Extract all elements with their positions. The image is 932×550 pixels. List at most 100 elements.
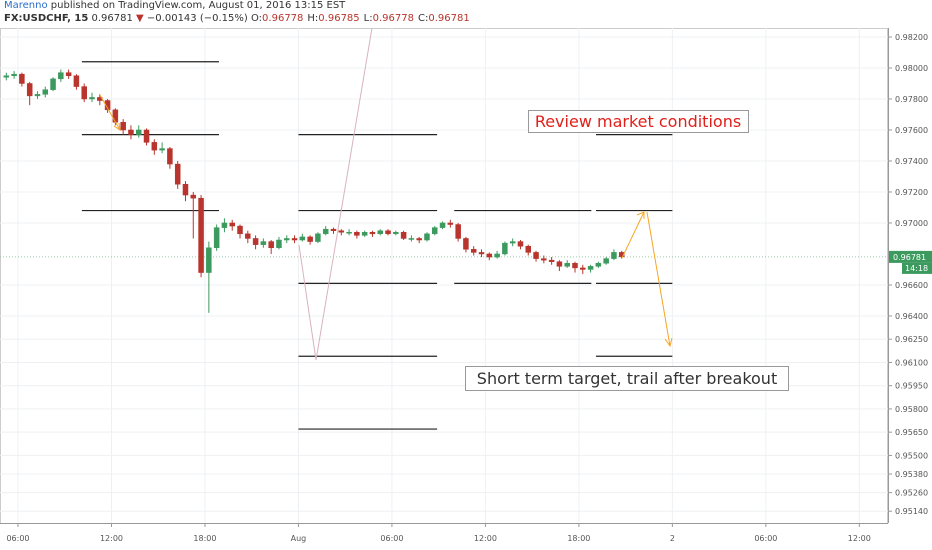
y-tick-label: 0.96100 [895,358,928,367]
annotation: Review market conditions [535,112,741,131]
candle-body [291,238,298,241]
field-label: O: [250,13,263,24]
drawing-line [298,244,317,361]
candle-body [120,121,126,131]
candle-body [564,263,570,267]
y-tick-label: 0.96250 [895,335,928,344]
candle-body [42,89,49,95]
candle-body [151,142,158,151]
candle-body [439,222,446,228]
candle-body [611,252,617,259]
annotation-box [528,110,749,133]
last-price-label: 0.96781 [893,253,926,262]
candle-body [322,228,329,235]
countdown: 14:18 [905,264,928,273]
candle-body [3,75,10,78]
candle-body [65,72,72,76]
candle-body [455,224,461,239]
x-tick-label: 06:00 [380,534,403,543]
candle-body [260,241,267,245]
field-label: H: [307,13,319,24]
candle-body [112,109,119,123]
x-tick-label: 06:00 [754,534,777,543]
y-tick-label: 0.97800 [895,95,928,104]
candle-body [338,230,345,233]
candle-body [299,236,306,241]
candle-body [330,228,337,231]
candle-body [587,266,594,270]
candle-body [385,230,391,235]
x-tick-label: 18:00 [567,534,590,543]
candle-body [432,227,438,235]
candle-body [315,233,321,242]
candle-body [470,249,477,253]
drawing-arrows [99,94,673,348]
candle-body [478,252,485,255]
y-tick-label: 0.95500 [895,451,928,460]
candle-body [572,263,578,269]
candle-body [377,230,383,235]
x-tick-label: 12:00 [848,534,871,543]
y-tick-label: 0.97000 [895,219,928,228]
candle-body [276,239,282,249]
y-tick-label: 0.95260 [895,489,928,498]
x-tick-label: 12:00 [474,534,497,543]
countdown-box [902,262,932,274]
candle-body [182,183,189,196]
candle-body [213,227,220,249]
last-price-box [889,250,932,263]
candle-body [494,253,500,258]
y-tick-label: 0.95800 [895,405,928,414]
candle-body [237,225,243,235]
candle-body [541,258,547,261]
candle-body [128,129,134,135]
x-tick-label: 12:00 [100,534,123,543]
candle-body [447,222,454,225]
candle-body [618,252,625,258]
y-tick-label: 0.98000 [895,64,928,73]
candle-body [104,100,111,111]
plot-frame [0,28,888,524]
candle-body [159,148,165,151]
arrow [99,94,121,132]
candle-body [26,83,33,97]
y-tick-label: 0.95950 [895,382,928,391]
candle-body [408,238,415,240]
candle-body [307,236,313,242]
header: Marenno published on TradingView.com, Au… [4,0,345,11]
candle-body [229,222,235,227]
candle-body [463,238,469,250]
candle-body [245,233,251,239]
candle-body [135,129,142,135]
candle-body [19,73,25,84]
candle-body [198,197,204,273]
candle-body [58,72,64,80]
candle-body [502,242,508,255]
arrow: ▼ [136,13,144,24]
y-tick-label: 0.95140 [895,507,928,516]
candle-body [354,232,360,236]
field-label: C: [417,13,429,24]
candle-body [167,148,173,165]
candle-body [416,238,422,241]
quote: FX:USDCHF, 15 0.96781 ▼ −0.00143 (−0.15%… [4,13,474,24]
author[interactable]: Marenno [4,0,48,11]
y-tick-label: 0.96400 [895,312,928,321]
published: published on TradingView.com, August 01,… [50,0,346,11]
fields: O:0.96778 H:0.96785 L:0.96778 C:0.96781 [251,13,474,24]
candle-body [369,232,376,235]
candle-body [486,253,493,258]
last: 0.96781 [91,13,133,24]
field-label: L: [363,13,373,24]
candle-body [206,247,212,273]
annotation: Short term target, trail after breakout [477,369,777,388]
candle-body [595,263,602,267]
candle-body [89,97,95,100]
field-value: 0.96785 [318,13,360,24]
symbol: FX:USDCHF, 15 [4,13,89,24]
y-tick-label: 0.95650 [895,428,928,437]
y-tick-label: 0.96600 [895,281,928,290]
candle-body [400,232,407,239]
